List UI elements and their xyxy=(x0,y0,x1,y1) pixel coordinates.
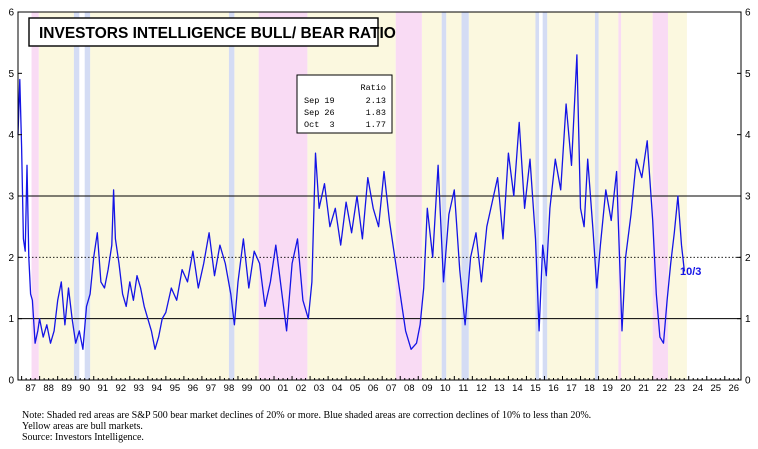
x-tick-label-93: 93 xyxy=(134,383,145,394)
y-tick-label-right-4: 4 xyxy=(745,130,751,141)
x-tick-label-96: 96 xyxy=(188,383,199,394)
inset-row-label-2: Sep 26 xyxy=(304,108,335,118)
inset-row-value-3: 1.77 xyxy=(366,120,386,130)
inset-row-label-3: Oct 3 xyxy=(304,120,335,130)
x-tick-label-20: 20 xyxy=(620,383,631,394)
series-line-bull-bear-ratio xyxy=(17,54,686,350)
x-tick-label-21: 21 xyxy=(638,383,649,394)
x-tick-label-08: 08 xyxy=(404,383,415,394)
y-tick-label-left-5: 5 xyxy=(8,69,14,80)
inset-table: Ratio Sep 19 2.13 Sep 26 1.83 Oct 3 1.77 xyxy=(296,74,393,134)
inset-row-value-2: 1.83 xyxy=(366,108,386,118)
x-tick-label-90: 90 xyxy=(79,383,90,394)
x-tick-label-87: 87 xyxy=(25,383,36,394)
y-tick-label-right-5: 5 xyxy=(745,69,751,80)
x-tick-label-13: 13 xyxy=(494,383,505,394)
x-tick-label-06: 06 xyxy=(368,383,379,394)
x-tick-label-02: 02 xyxy=(296,383,307,394)
chart-title: INVESTORS INTELLIGENCE BULL/ BEAR RATIO xyxy=(39,25,396,42)
y-axis-right: 0 1 2 3 4 5 6 xyxy=(737,8,751,387)
x-tick-label-99: 99 xyxy=(242,383,253,394)
note-line-1: Note: Shaded red areas are S&P 500 bear … xyxy=(22,410,592,421)
x-tick-label-07: 07 xyxy=(386,383,397,394)
x-tick-label-17: 17 xyxy=(566,383,577,394)
inset-row-value-1: 2.13 xyxy=(366,96,386,106)
x-tick-label-15: 15 xyxy=(530,383,541,394)
x-tick-label-10: 10 xyxy=(440,383,451,394)
x-axis: 87 88 89 90 91 92 93 94 95 96 97 98 99 00 01 02 03 04 05 06… xyxy=(21,376,739,394)
x-tick-label-16: 16 xyxy=(548,383,559,394)
y-tick-label-left-0: 0 xyxy=(8,376,14,387)
x-tick-label-92: 92 xyxy=(115,383,126,394)
latest-value-label: 10/3 xyxy=(680,266,701,278)
x-tick-label-22: 22 xyxy=(656,383,667,394)
y-tick-label-right-0: 0 xyxy=(745,376,751,387)
y-tick-label-right-2: 2 xyxy=(745,253,751,264)
y-tick-label-left-4: 4 xyxy=(8,130,14,141)
x-tick-label-04: 04 xyxy=(332,383,343,394)
x-tick-label-18: 18 xyxy=(584,383,595,394)
x-tick-label-19: 19 xyxy=(602,383,613,394)
y-tick-label-left-6: 6 xyxy=(8,8,14,19)
series-layer xyxy=(17,54,686,350)
x-tick-label-12: 12 xyxy=(476,383,487,394)
x-tick-label-24: 24 xyxy=(692,383,703,394)
note-line-2: Yellow areas are bull markets. xyxy=(22,421,143,432)
x-tick-label-03: 03 xyxy=(314,383,325,394)
note-line-3: Source: Investors Intelligence. xyxy=(22,432,144,443)
y-tick-label-left-2: 2 xyxy=(8,253,14,264)
y-tick-label-right-3: 3 xyxy=(745,192,751,203)
y-tick-label-left-3: 3 xyxy=(8,192,14,203)
y-axis-left: 0 1 2 3 4 5 6 xyxy=(8,8,22,387)
x-tick-label-25: 25 xyxy=(710,383,721,394)
x-tick-label-95: 95 xyxy=(170,383,181,394)
y-tick-label-left-1: 1 xyxy=(8,314,14,325)
x-tick-label-98: 98 xyxy=(224,383,235,394)
x-tick-label-05: 05 xyxy=(350,383,361,394)
x-tick-label-94: 94 xyxy=(152,383,163,394)
x-tick-label-11: 11 xyxy=(458,383,468,394)
x-tick-label-89: 89 xyxy=(61,383,72,394)
y-tick-label-right-1: 1 xyxy=(745,314,751,325)
x-tick-label-91: 91 xyxy=(97,383,108,394)
title-box: INVESTORS INTELLIGENCE BULL/ BEAR RATIO xyxy=(28,17,396,47)
x-tick-label-88: 88 xyxy=(43,383,54,394)
x-tick-label-97: 97 xyxy=(206,383,217,394)
x-tick-label-14: 14 xyxy=(512,383,523,394)
x-tick-label-26: 26 xyxy=(728,383,739,394)
x-tick-label-23: 23 xyxy=(674,383,685,394)
inset-row-label-1: Sep 19 xyxy=(304,96,335,106)
y-tick-label-right-6: 6 xyxy=(745,8,751,19)
x-tick-label-00: 00 xyxy=(260,383,271,394)
inset-header: Ratio xyxy=(360,83,386,93)
x-tick-label-01: 01 xyxy=(278,383,289,394)
x-tick-label-09: 09 xyxy=(422,383,433,394)
reference-lines xyxy=(18,195,741,320)
